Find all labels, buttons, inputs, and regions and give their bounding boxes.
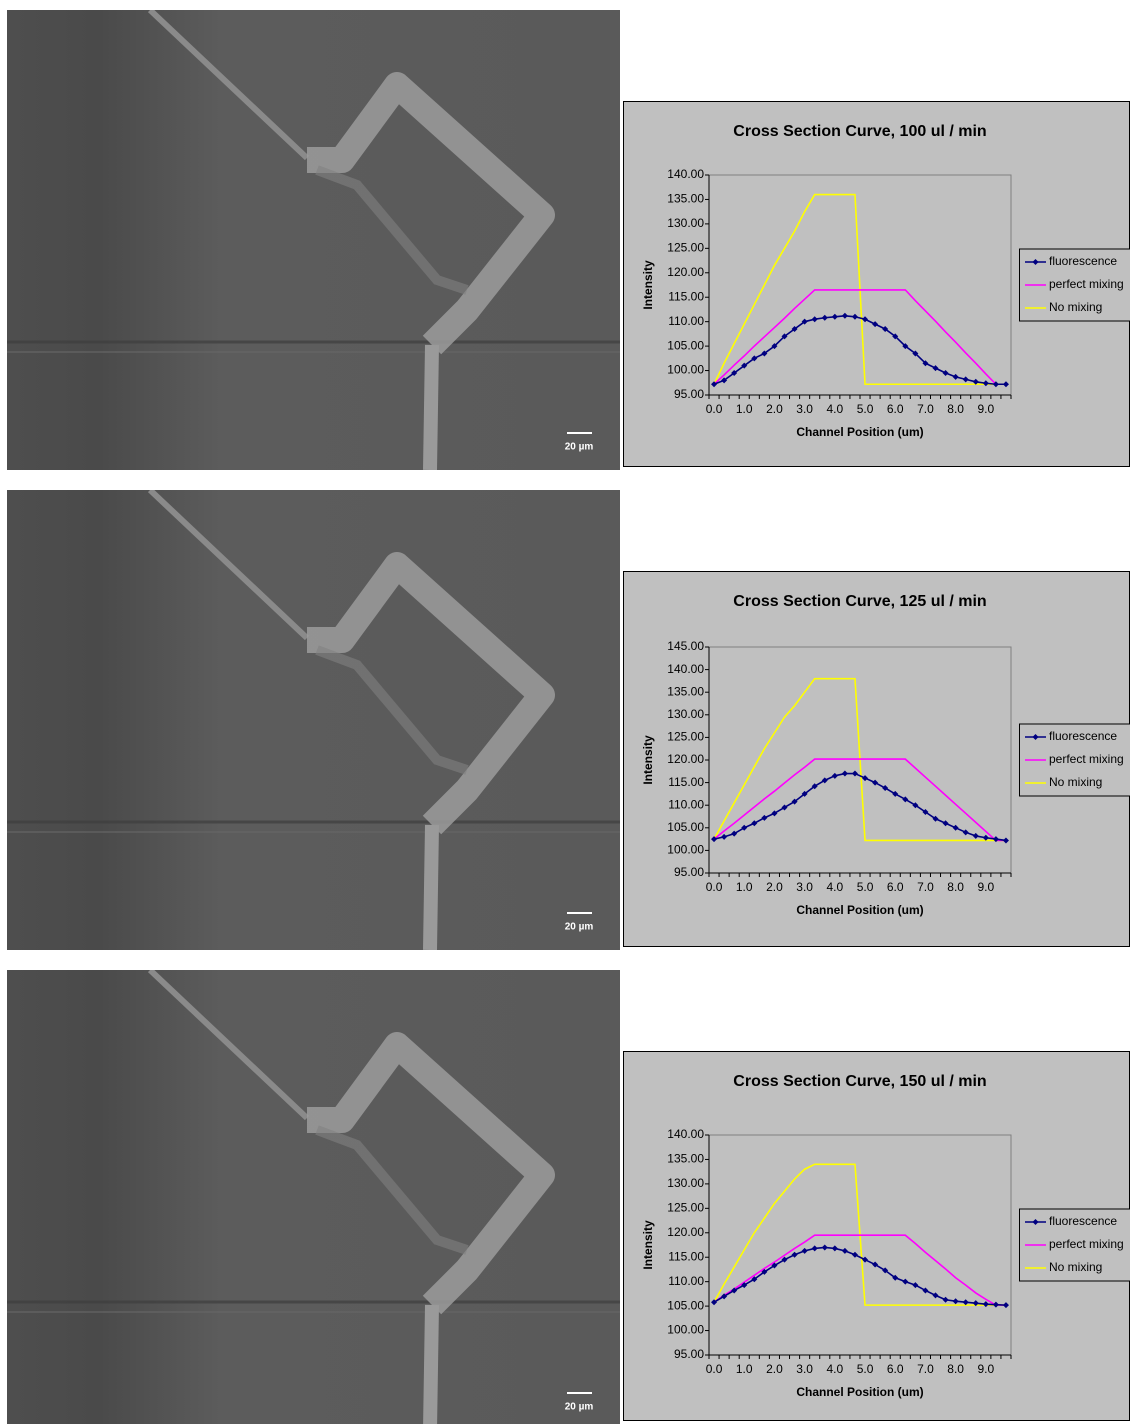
y-tick-label: 145.00 [667,639,704,653]
legend-label: perfect mixing [1049,277,1124,291]
y-tick-label: 135.00 [667,1152,704,1166]
x-tick-label: 6.0 [887,880,904,894]
x-tick-label: 4.0 [826,1362,843,1376]
y-tick-label: 135.00 [667,192,704,206]
y-tick-label: 110.00 [668,797,704,811]
x-tick-label: 7.0 [917,880,934,894]
x-tick-label: 1.0 [736,880,753,894]
legend-label: perfect mixing [1049,1237,1124,1251]
x-tick-label: 0.0 [706,880,723,894]
scale-bar-label: 20 µm [565,442,594,453]
y-tick-label: 105.00 [667,1298,704,1312]
y-axis-title: Intensity [641,735,655,785]
micrograph [7,970,620,1424]
y-tick-label: 120.00 [667,752,704,766]
y-tick-label: 135.00 [667,684,704,698]
x-tick-label: 0.0 [706,402,723,416]
chart-title: Cross Section Curve, 100 ul / min [733,123,986,140]
x-axis-title: Channel Position (um) [796,903,923,917]
y-tick-label: 105.00 [667,338,704,352]
scale-bar-label: 20 µm [565,922,594,933]
y-tick-label: 140.00 [667,167,704,181]
y-tick-label: 95.00 [674,387,704,401]
y-tick-label: 130.00 [667,216,704,230]
scale-bar-label: 20 µm [565,1402,594,1413]
x-tick-label: 8.0 [947,1362,964,1376]
y-tick-label: 120.00 [667,1225,704,1239]
x-tick-label: 4.0 [826,402,843,416]
y-axis-title: Intensity [641,260,655,310]
x-tick-label: 2.0 [766,880,783,894]
y-tick-label: 140.00 [667,662,704,676]
y-tick-label: 100.00 [667,1323,704,1337]
x-tick-label: 8.0 [947,880,964,894]
x-tick-label: 0.0 [706,1362,723,1376]
y-tick-label: 115.00 [668,289,704,303]
legend-label: perfect mixing [1049,752,1124,766]
x-tick-label: 9.0 [977,1362,994,1376]
legend-label: fluorescence [1049,1214,1117,1228]
y-tick-label: 100.00 [667,363,704,377]
x-tick-label: 3.0 [796,1362,813,1376]
micrograph [7,10,620,470]
y-tick-label: 125.00 [667,730,704,744]
legend-label: No mixing [1049,300,1102,314]
micrograph [7,490,620,950]
legend-label: No mixing [1049,775,1102,789]
y-tick-label: 105.00 [667,820,704,834]
y-axis-title: Intensity [641,1220,655,1270]
y-tick-label: 110.00 [668,1274,704,1288]
figure: 20 µm 20 µm 20 µm Cross Section Curve, 100 … [0,0,1130,1424]
x-tick-label: 1.0 [736,1362,753,1376]
x-tick-label: 2.0 [766,1362,783,1376]
x-tick-label: 6.0 [887,402,904,416]
y-tick-label: 140.00 [667,1127,704,1141]
x-tick-label: 1.0 [736,402,753,416]
chart-title: Cross Section Curve, 150 ul / min [733,1073,986,1090]
y-tick-label: 95.00 [674,865,704,879]
y-tick-label: 115.00 [668,1249,704,1263]
x-tick-label: 9.0 [977,880,994,894]
x-tick-label: 5.0 [857,1362,874,1376]
y-tick-label: 125.00 [667,1201,704,1215]
x-tick-label: 9.0 [977,402,994,416]
x-tick-label: 5.0 [857,402,874,416]
x-tick-label: 5.0 [857,880,874,894]
y-tick-label: 110.00 [668,314,704,328]
x-tick-label: 7.0 [917,1362,934,1376]
legend-label: fluorescence [1049,729,1117,743]
x-tick-label: 4.0 [826,880,843,894]
chart-title: Cross Section Curve, 125 ul / min [733,593,986,610]
x-tick-label: 3.0 [796,880,813,894]
x-tick-label: 8.0 [947,402,964,416]
x-tick-label: 2.0 [766,402,783,416]
y-tick-label: 120.00 [667,265,704,279]
y-tick-label: 130.00 [667,707,704,721]
legend-label: No mixing [1049,1260,1102,1274]
x-tick-label: 3.0 [796,402,813,416]
x-tick-label: 6.0 [887,1362,904,1376]
y-tick-label: 100.00 [667,843,704,857]
y-tick-label: 95.00 [674,1347,704,1361]
y-tick-label: 125.00 [667,241,704,255]
x-axis-title: Channel Position (um) [796,1385,923,1399]
y-tick-label: 130.00 [667,1176,704,1190]
x-tick-label: 7.0 [917,402,934,416]
y-tick-label: 115.00 [668,775,704,789]
legend-label: fluorescence [1049,254,1117,268]
x-axis-title: Channel Position (um) [796,425,923,439]
